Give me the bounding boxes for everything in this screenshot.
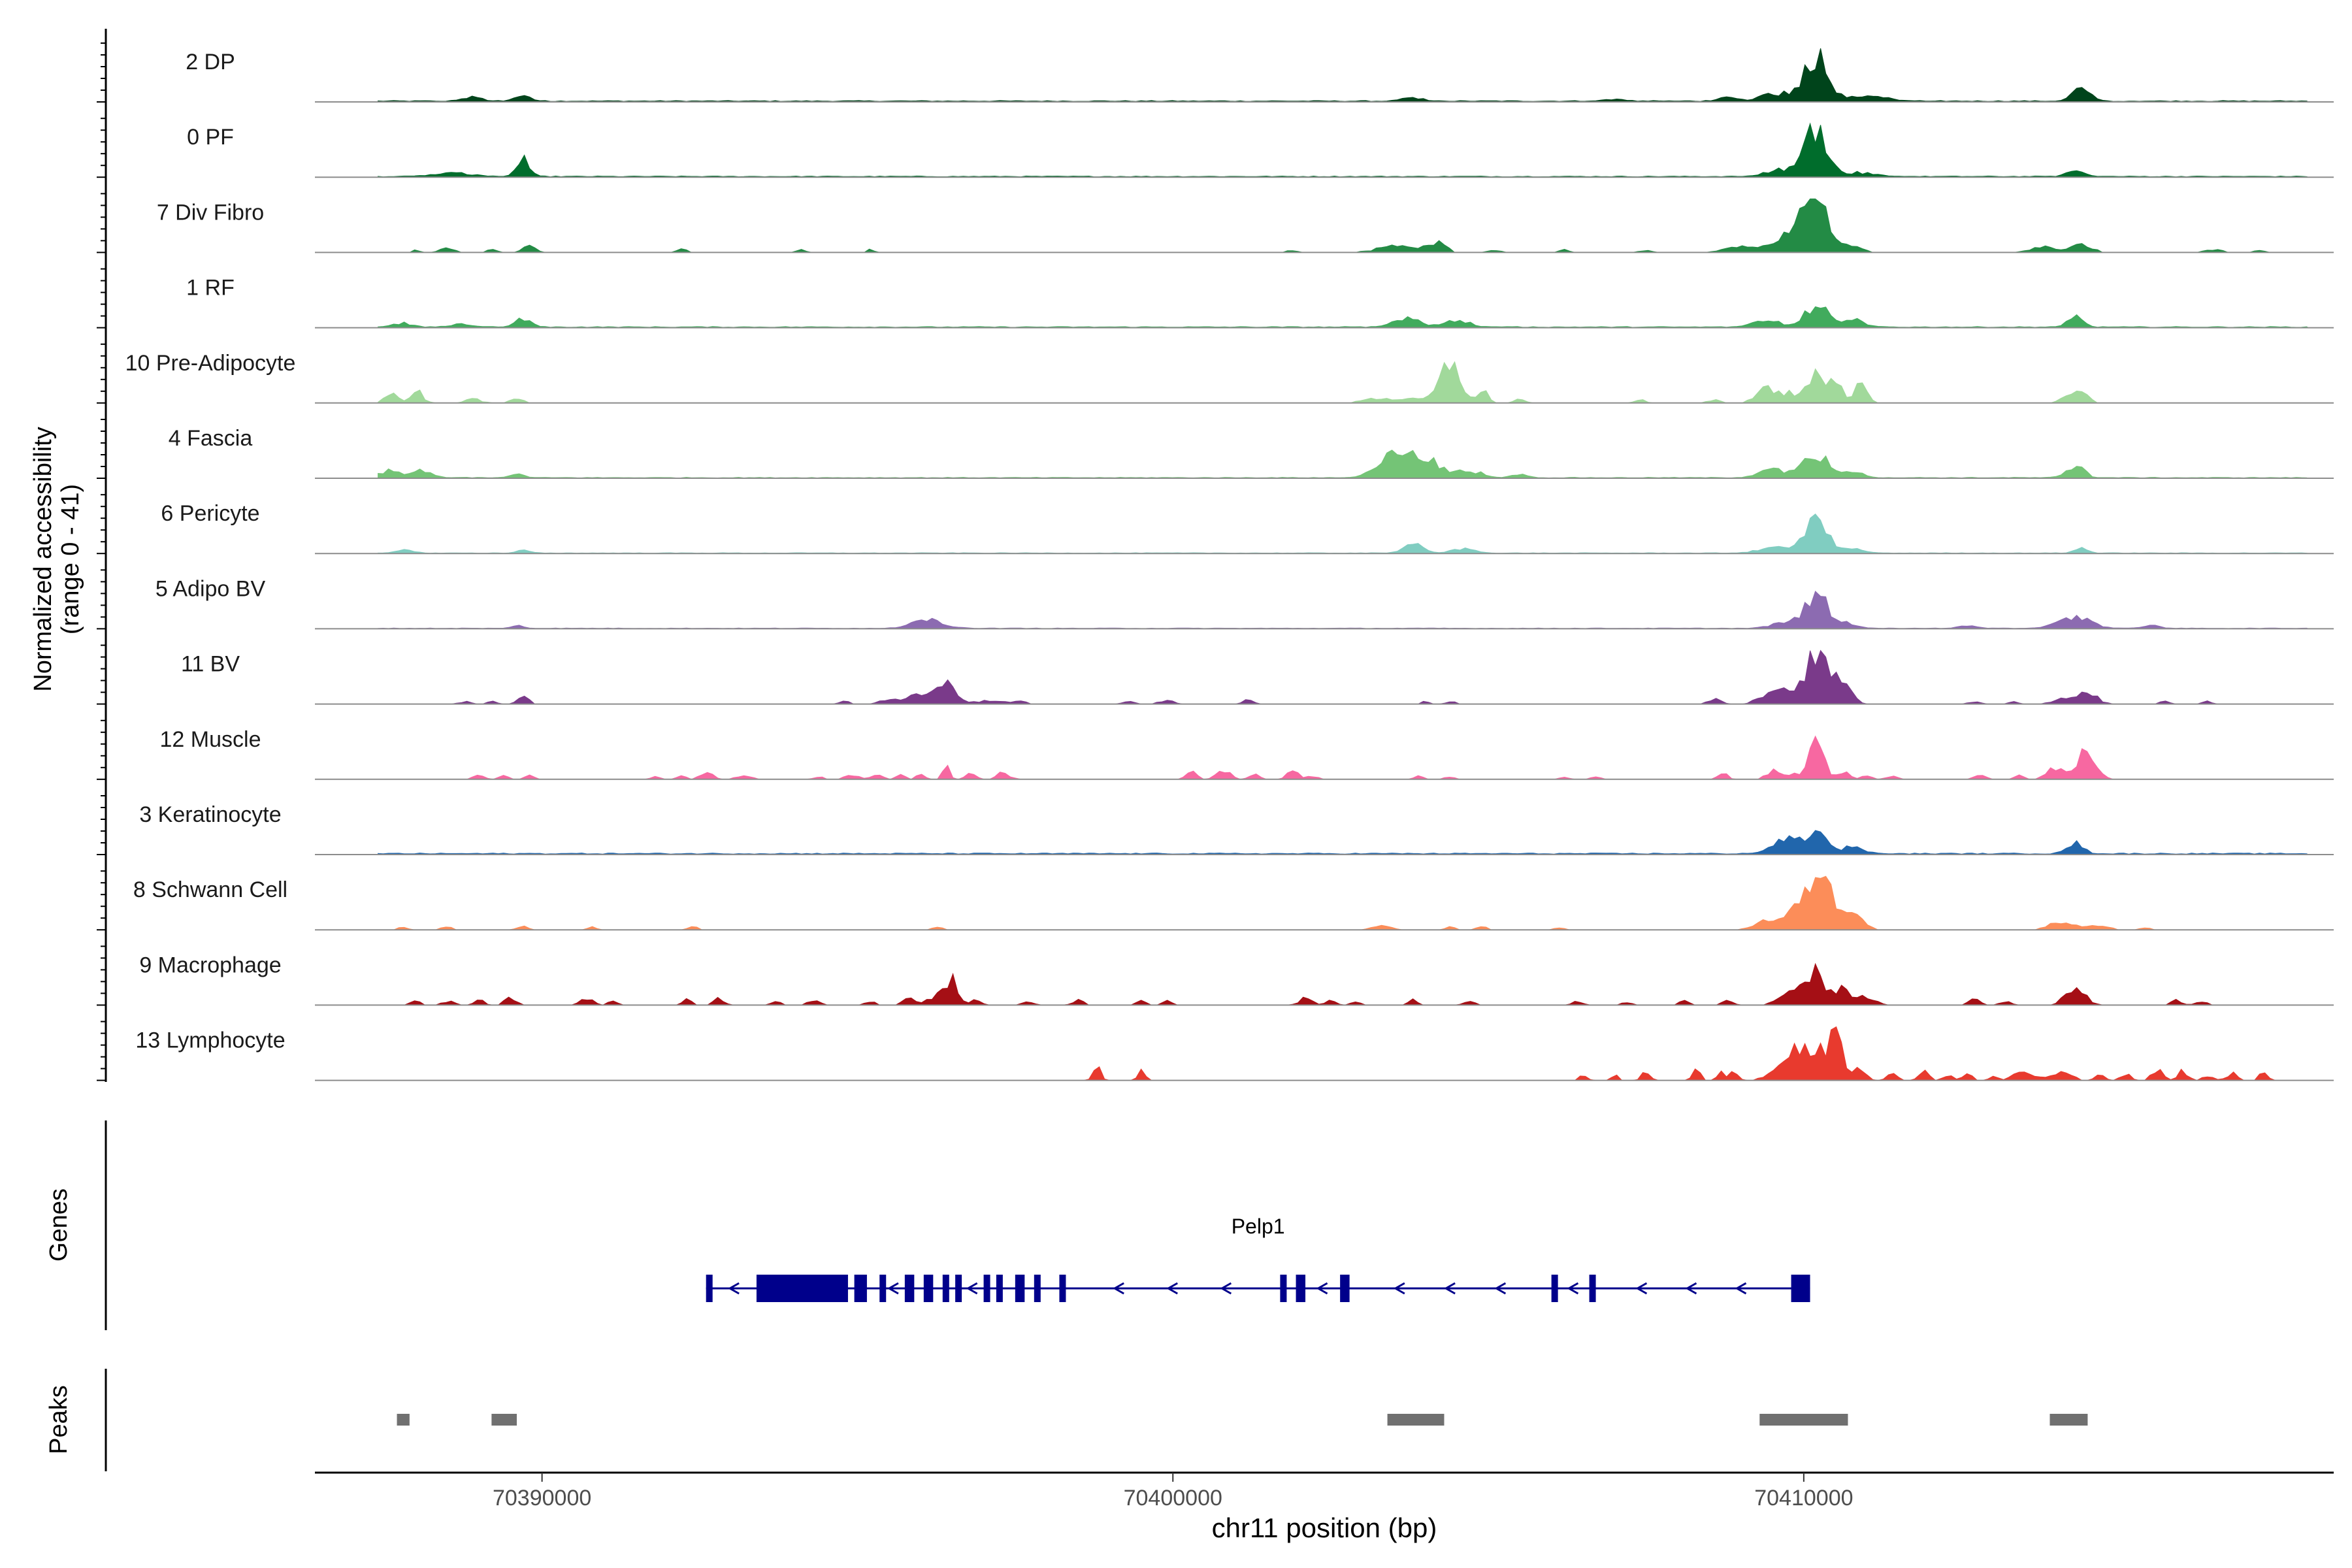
track-11-bv: 11 BV [181, 649, 2334, 705]
x-axis-label: chr11 position (bp) [1212, 1512, 1437, 1543]
peak-region [397, 1414, 410, 1426]
gene-exon [1589, 1275, 1596, 1302]
strand-arrow [1567, 1282, 1579, 1295]
track-label: 8 Schwann Cell [133, 877, 287, 902]
track-10-pre-adipocyte: 10 Pre-Adipocyte [125, 351, 2334, 404]
gene-exon [923, 1275, 934, 1302]
track-label: 6 Pericyte [161, 501, 259, 526]
track-0-pf: 0 PF [187, 122, 2334, 178]
strand-arrow [966, 1282, 978, 1295]
track-13-lymphocyte: 13 Lymphocyte [135, 1026, 2334, 1081]
strand-arrow [1635, 1282, 1648, 1295]
coverage-y-ticks [97, 42, 106, 1081]
track-2-dp: 2 DP [186, 48, 2334, 103]
peaks-panel-label: Peaks [45, 1385, 73, 1454]
track-label: 9 Macrophage [139, 953, 281, 977]
gene-model [706, 1275, 1810, 1302]
gene-exon [756, 1275, 848, 1302]
strand-arrow [1494, 1282, 1507, 1295]
track-1-rf: 1 RF [186, 276, 2334, 329]
track-label: 10 Pre-Adipocyte [125, 351, 296, 376]
strand-arrow [1444, 1282, 1456, 1295]
gene-exon [879, 1275, 887, 1302]
track-6-pericyte: 6 Pericyte [161, 501, 2334, 555]
track-label: 11 BV [181, 652, 240, 677]
strand-arrow [1393, 1282, 1405, 1295]
track-label: 7 Div Fibro [157, 200, 264, 225]
track-label: 5 Adipo BV [155, 576, 266, 601]
peak-region [1387, 1414, 1445, 1426]
track-label: 3 Keratinocyte [139, 802, 281, 827]
gene-exon [955, 1275, 962, 1302]
track-12-muscle: 12 Muscle [160, 727, 2334, 780]
x-tick-label: 70390000 [493, 1486, 591, 1511]
strand-arrow [728, 1282, 740, 1295]
track-9-macrophage: 9 Macrophage [139, 953, 2334, 1006]
gene-exon [1340, 1275, 1350, 1302]
gene-exon [1296, 1275, 1306, 1302]
peak-regions [397, 1414, 2088, 1426]
gene-exon [1015, 1275, 1025, 1302]
peak-region [1759, 1414, 1848, 1426]
track-label: 4 Fascia [169, 426, 253, 451]
strand-arrow [1735, 1282, 1747, 1295]
gene-exon [996, 1275, 1003, 1302]
coverage-tracks: 2 DP 0 PF 7 Div Fibro 1 RF 10 Pre-Adipocyte 4… [125, 48, 2334, 1081]
track-7-div-fibro: 7 Div Fibro [157, 198, 2334, 253]
strand-arrow [887, 1282, 899, 1295]
strand-arrow [1685, 1282, 1697, 1295]
gene-exon [1059, 1275, 1066, 1302]
y-axis-label-line1: Normalized accessibility [29, 427, 57, 691]
strand-arrow [1220, 1282, 1232, 1295]
gene-name-label: Pelp1 [1232, 1215, 1285, 1238]
track-5-adipo-bv: 5 Adipo BV [155, 576, 2334, 630]
x-tick-label: 70410000 [1754, 1486, 1853, 1511]
gene-exon [706, 1275, 713, 1302]
peak-region [491, 1414, 517, 1426]
track-label: 1 RF [186, 276, 235, 301]
track-3-keratinocyte: 3 Keratinocyte [139, 802, 2334, 855]
gene-exon [904, 1275, 915, 1302]
track-label: 13 Lymphocyte [135, 1028, 285, 1053]
genes-panel-label: Genes [45, 1188, 73, 1262]
y-axis-label-line2: (range 0 - 41) [57, 484, 84, 634]
track-label: 2 DP [186, 50, 235, 74]
peak-region [2050, 1414, 2088, 1426]
track-label: 0 PF [187, 125, 234, 150]
gene-exon [1280, 1275, 1287, 1302]
track-8-schwann-cell: 8 Schwann Cell [133, 875, 2334, 931]
x-tick-label: 70400000 [1124, 1486, 1222, 1511]
gene-exon [983, 1275, 990, 1302]
gene-exon [1551, 1275, 1558, 1302]
strand-arrow [1316, 1282, 1328, 1295]
strand-arrow [1166, 1282, 1178, 1295]
track-4-fascia: 4 Fascia [169, 426, 2334, 479]
x-axis-ticks: 70390000 70400000 70410000 [493, 1473, 1854, 1511]
gene-exon [942, 1275, 949, 1302]
strand-arrow [1113, 1282, 1124, 1295]
gene-exon [854, 1275, 867, 1302]
gene-exon [1034, 1275, 1041, 1302]
track-label: 12 Muscle [160, 727, 261, 752]
gene-exon [1791, 1275, 1810, 1302]
